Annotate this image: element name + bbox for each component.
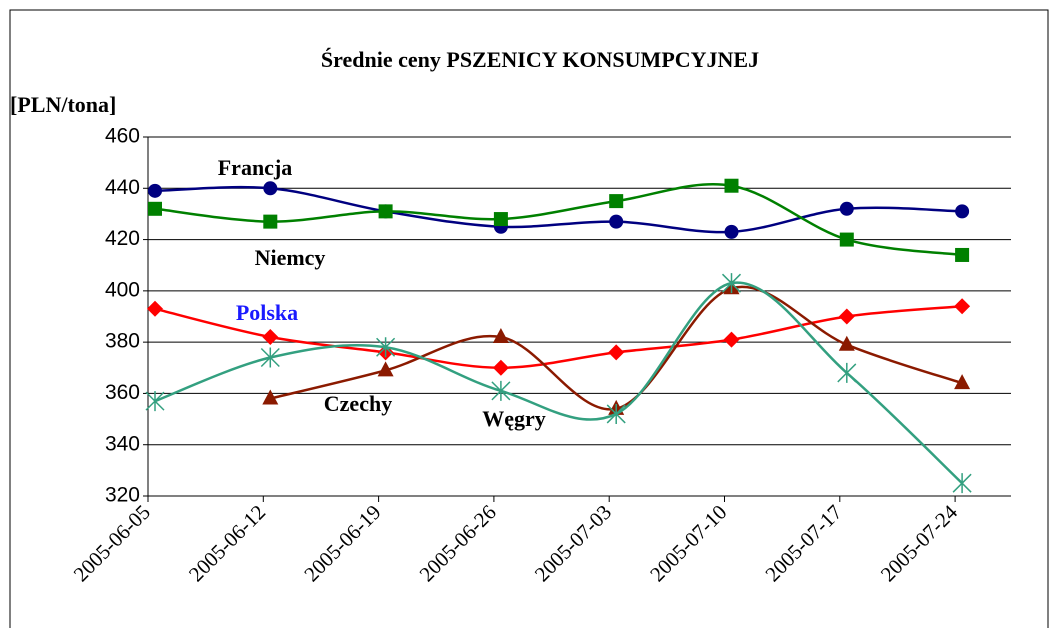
marker [148,201,162,216]
marker [145,391,165,412]
marker [952,473,972,494]
x-tick-label: 2005-07-24 [876,500,963,587]
marker [260,347,280,368]
marker [721,273,742,294]
x-tick-label: 2005-06-12 [184,500,270,586]
marker [839,232,854,247]
y-tick-label: 340 [105,432,140,455]
y-tick-label: 320 [105,484,140,507]
x-tick-label: 2005-07-03 [530,500,616,586]
series-label: Węgry [482,406,546,431]
series-label: Czechy [324,391,392,416]
marker [954,374,971,390]
x-tick-label: 2005-07-17 [760,500,846,586]
chart-frame [9,9,1049,628]
marker [955,204,970,219]
marker [724,224,739,239]
x-tick-label: 2005-07-10 [645,500,731,586]
marker [376,337,396,358]
series-line [154,304,963,370]
marker [492,328,509,344]
marker [609,214,624,229]
marker [955,247,970,262]
marker [608,344,625,361]
marker [839,201,854,216]
marker [148,183,162,198]
marker [838,335,855,351]
series-label: Niemcy [255,245,326,270]
marker [954,298,971,315]
series-label: Francja [218,155,293,180]
y-tick-label: 420 [105,227,140,250]
marker [263,181,278,196]
series-line [154,183,963,257]
y-axis-label: [PLN/tona] [10,92,116,117]
series-line [154,185,963,234]
marker [378,204,393,219]
marker [263,214,278,229]
marker [491,380,511,401]
x-tick-label: 2005-06-19 [299,500,385,586]
y-tick-label: 440 [105,176,140,199]
y-tick-label: 400 [105,278,140,301]
marker [493,212,508,227]
marker [838,308,855,325]
series-label: Polska [236,300,298,325]
x-tick-label: 2005-06-26 [415,500,501,586]
chart-title: Średnie ceny PSZENICY KONSUMPCYJNEJ [321,47,759,72]
marker [492,359,509,376]
x-tick-label: 2005-06-05 [69,500,155,586]
y-tick-label: 380 [105,330,140,353]
marker [262,329,279,346]
marker [724,178,739,193]
marker [262,389,279,405]
marker [606,403,626,424]
y-tick-label: 460 [105,125,140,148]
y-tick-label: 360 [105,381,140,404]
marker [147,300,163,317]
marker [377,361,394,377]
marker [609,194,624,209]
marker [837,362,857,383]
marker [723,331,740,348]
